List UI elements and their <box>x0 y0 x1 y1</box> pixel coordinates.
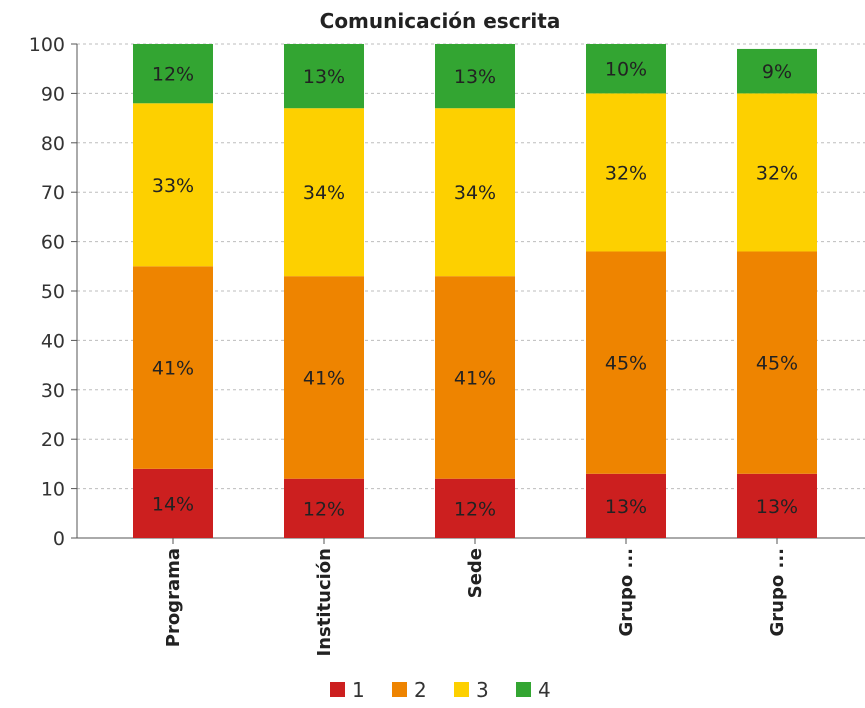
data-label: 13% <box>756 496 798 518</box>
bar-segment <box>737 48 817 94</box>
y-tick-label: 40 <box>41 330 65 352</box>
bar-segment <box>435 478 515 538</box>
y-tick-label: 80 <box>41 133 65 155</box>
legend-label: 1 <box>352 678 365 702</box>
bar-segment <box>133 44 213 104</box>
legend-swatch <box>392 682 407 697</box>
legend-label: 4 <box>538 678 551 702</box>
legend-swatch <box>454 682 469 697</box>
bar-segment <box>284 478 364 538</box>
bar-segment <box>586 93 666 252</box>
bar-segment <box>284 44 364 109</box>
y-tick-label: 90 <box>41 83 65 105</box>
category-label: Grupo ... <box>767 548 788 637</box>
bars <box>133 44 817 538</box>
data-label: 34% <box>454 182 496 204</box>
data-label: 34% <box>303 182 345 204</box>
axes: 0 10 20 30 40 50 60 70 80 90 100 <box>29 34 865 550</box>
bar-segment <box>284 276 364 479</box>
bar-segment <box>737 473 817 538</box>
y-tick-label: 10 <box>41 479 65 501</box>
data-label: 13% <box>605 496 647 518</box>
bar-segment <box>586 473 666 538</box>
legend-swatch <box>516 682 531 697</box>
bar-segment <box>586 44 666 94</box>
data-label: 41% <box>454 367 496 389</box>
data-label: 9% <box>762 61 792 83</box>
bar-segment <box>586 251 666 474</box>
bar-segment <box>435 108 515 277</box>
y-tick-label: 50 <box>41 281 65 303</box>
legend-label: 2 <box>414 678 427 702</box>
category-labels: Programa Institución Sede Grupo ... Grupo ..… <box>163 548 788 656</box>
bar-segment <box>133 266 213 469</box>
data-label: 12% <box>152 64 194 86</box>
y-tick-label: 20 <box>41 429 65 451</box>
legend-label: 3 <box>476 678 489 702</box>
bar-segment <box>284 108 364 277</box>
category-label: Institución <box>314 548 335 656</box>
data-label: 32% <box>605 162 647 184</box>
y-tick-label: 0 <box>53 528 65 550</box>
data-label: 12% <box>303 498 345 520</box>
category-label: Grupo ... <box>616 548 637 637</box>
legend: 1 2 3 4 <box>330 678 551 702</box>
data-label: 33% <box>152 175 194 197</box>
bar-segment <box>737 251 817 474</box>
y-tick-label: 100 <box>29 34 65 56</box>
data-label: 32% <box>756 162 798 184</box>
bar-segment <box>435 44 515 109</box>
gridlines <box>77 43 865 490</box>
data-labels: 14% 41% 33% 12% 12% 41% 34% 13% 12% 41% 34% 13% 13% 4… <box>152 59 798 521</box>
y-tick-label: 30 <box>41 380 65 402</box>
bar-segment <box>737 93 817 252</box>
data-label: 45% <box>756 353 798 375</box>
data-label: 13% <box>454 66 496 88</box>
legend-swatch <box>330 682 345 697</box>
bar-segment <box>435 276 515 479</box>
category-label: Sede <box>465 548 486 598</box>
data-label: 41% <box>303 367 345 389</box>
data-label: 41% <box>152 358 194 380</box>
y-tick-label: 70 <box>41 182 65 204</box>
data-label: 13% <box>303 66 345 88</box>
y-tick-label: 60 <box>41 232 65 254</box>
data-label: 45% <box>605 353 647 375</box>
data-label: 10% <box>605 59 647 81</box>
data-label: 12% <box>454 498 496 520</box>
chart-title: Comunicación escrita <box>320 9 561 33</box>
bar-segment <box>133 468 213 538</box>
data-label: 14% <box>152 493 194 515</box>
bar-segment <box>133 103 213 267</box>
category-label: Programa <box>163 548 184 647</box>
